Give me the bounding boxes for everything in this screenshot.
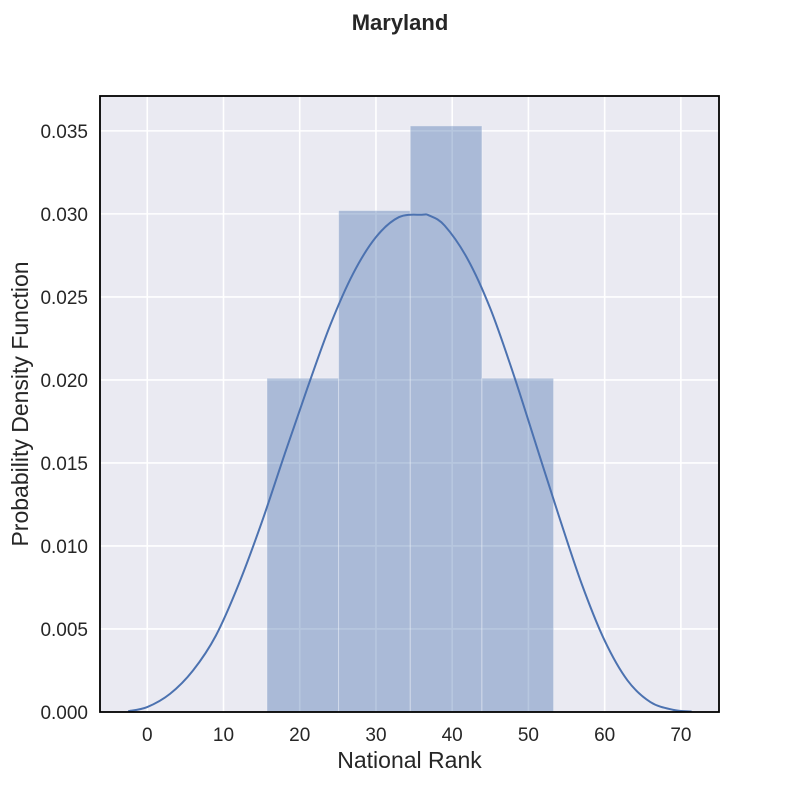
x-tick-label: 70 bbox=[670, 725, 691, 746]
histogram-bar bbox=[481, 377, 555, 713]
plot-background bbox=[100, 96, 719, 712]
histogram-bars bbox=[266, 125, 555, 713]
x-tick-label: 0 bbox=[142, 725, 153, 746]
y-axis-label: Probability Density Function bbox=[7, 261, 33, 546]
histogram-bar bbox=[266, 377, 340, 713]
x-tick-label: 10 bbox=[213, 725, 234, 746]
y-tick-labels: 0.000 0.005 0.010 0.015 0.020 0.025 0.030 0.035 bbox=[40, 122, 88, 724]
y-tick-label: 0.010 bbox=[40, 537, 88, 558]
x-axis-label: National Rank bbox=[337, 747, 482, 773]
kde-curve bbox=[127, 213, 692, 713]
x-tick-label: 30 bbox=[365, 725, 386, 746]
x-tick-label: 50 bbox=[518, 725, 539, 746]
histogram-bar bbox=[409, 125, 483, 713]
histogram-bar bbox=[338, 210, 411, 713]
chart-title: Maryland bbox=[351, 10, 449, 35]
y-tick-label: 0.035 bbox=[40, 122, 88, 143]
y-tick-label: 0.030 bbox=[40, 205, 88, 226]
grid-lines bbox=[100, 96, 719, 713]
x-tick-label: 40 bbox=[442, 725, 463, 746]
x-tick-label: 60 bbox=[594, 725, 615, 746]
plot-frame bbox=[99, 95, 720, 713]
y-tick-label: 0.025 bbox=[40, 288, 88, 309]
y-tick-label: 0.015 bbox=[40, 454, 88, 475]
y-tick-label: 0.005 bbox=[40, 620, 88, 641]
y-tick-label: 0.020 bbox=[40, 371, 88, 392]
x-tick-label: 20 bbox=[289, 725, 310, 746]
x-tick-labels: 0 10 20 30 40 50 60 70 bbox=[142, 725, 691, 746]
y-tick-label: 0.000 bbox=[40, 703, 88, 724]
